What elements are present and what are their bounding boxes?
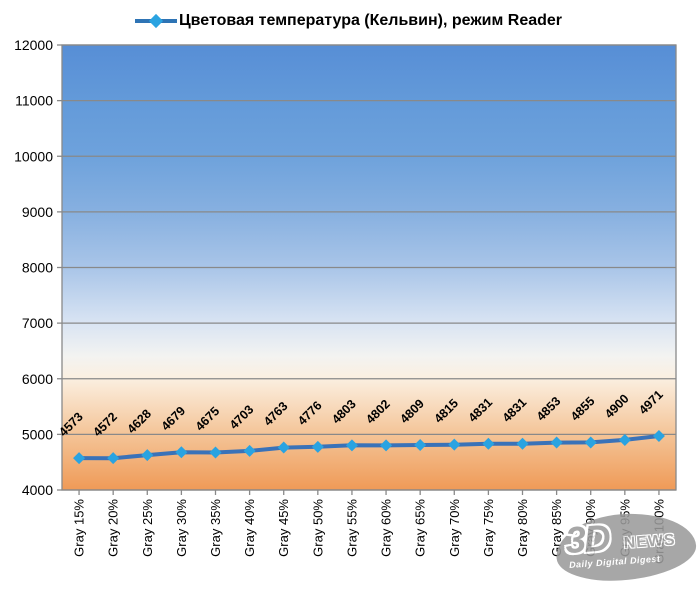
x-axis-label: Gray 65% [413,499,428,557]
watermark-3dnews-logo: 3D NEWS Daily Digital Digest [553,509,697,585]
x-axis-label: Gray 45% [276,499,291,557]
series-line-marker-icon [134,13,177,29]
data-point-marker [141,449,154,462]
x-axis-label: Gray 75% [481,499,496,557]
x-axis-label: Gray 25% [140,499,155,557]
y-axis-label: 9000 [22,204,53,220]
data-point-marker [73,452,86,465]
plot-border [61,44,677,491]
data-point-marker [277,441,290,454]
y-axis-label: 7000 [22,315,53,331]
watermark-3d-text: 3D [563,517,611,562]
data-point-marker [311,440,324,453]
data-point-marker [345,439,358,452]
x-axis-label: Gray 70% [447,499,462,557]
y-axis-label: 6000 [22,371,53,387]
y-axis-label: 8000 [22,260,53,276]
data-point-marker [175,446,188,459]
data-point-marker [482,437,495,450]
y-axis-label: 5000 [22,426,53,442]
legend-label: Цветовая температура (Кельвин), режим Re… [178,12,563,29]
x-axis-label: Gray 30% [174,499,189,557]
x-axis-label: Gray 60% [379,499,394,557]
x-axis-label: Gray 50% [310,499,325,557]
x-axis-label: Gray 55% [344,499,359,557]
y-axis-label: 4000 [22,482,53,498]
data-point-marker [380,439,393,452]
data-point-marker [618,433,631,446]
legend-diamond-icon [148,13,164,29]
data-point-marker [209,446,222,459]
data-point-marker [652,429,665,442]
y-axis-label: 12000 [14,37,53,53]
x-axis-label: Gray 15% [72,499,87,557]
x-axis-label: Gray 20% [106,499,121,557]
data-point-marker [584,436,597,449]
x-axis-label: Gray 35% [208,499,223,557]
x-axis-label: Gray 40% [242,499,257,557]
watermark-news-text: NEWS [623,531,677,553]
y-axis-label: 10000 [14,148,53,164]
data-point-marker [107,452,120,465]
x-axis-label: Gray 80% [515,499,530,557]
y-axis-label: 11000 [15,93,53,109]
data-point-marker [414,438,427,451]
data-point-marker [448,438,461,451]
data-point-marker [243,444,256,457]
data-point-marker [550,436,563,449]
legend: Цветовая температура (Кельвин), режим Re… [0,8,697,34]
data-point-marker [516,437,529,450]
